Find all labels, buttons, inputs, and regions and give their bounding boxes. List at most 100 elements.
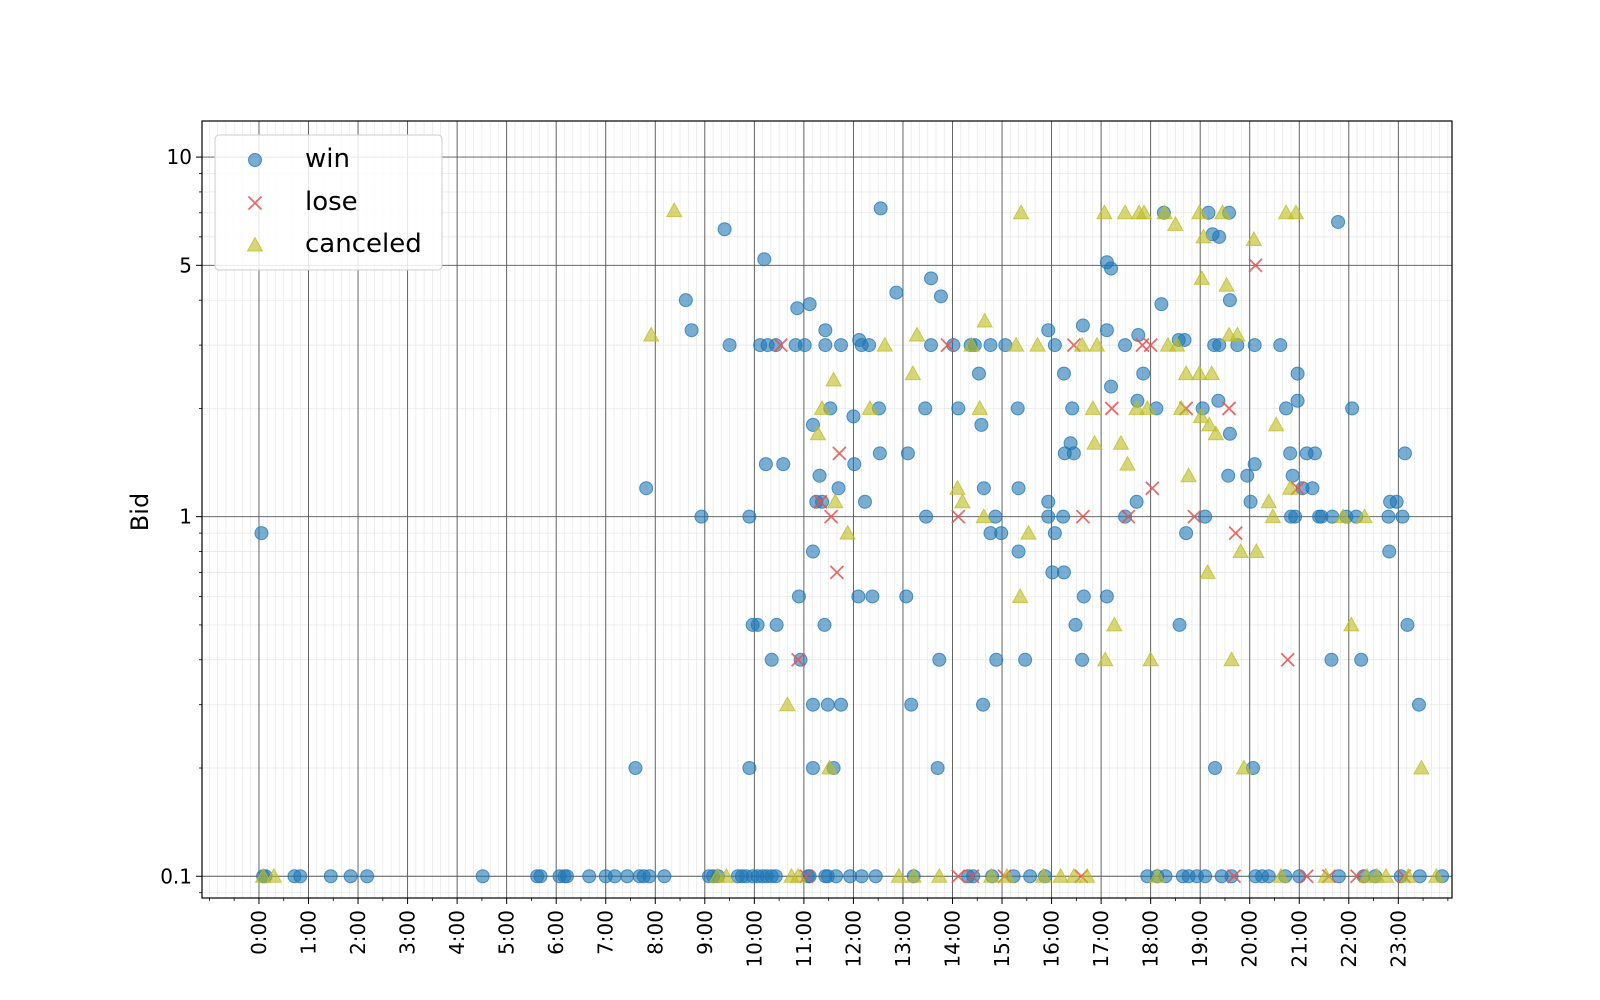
point-canceled: [1065, 867, 1083, 883]
point-lose: [813, 494, 828, 509]
point-win: [976, 481, 991, 496]
point-win: [293, 869, 308, 884]
point-win: [1118, 509, 1133, 524]
point-canceled: [905, 867, 923, 883]
point-canceled: [861, 399, 879, 415]
point-canceled: [1214, 204, 1231, 220]
point-win: [1292, 869, 1307, 884]
point-win: [1354, 652, 1369, 667]
point-win: [1011, 481, 1026, 496]
point-canceled: [1232, 542, 1249, 559]
point-win: [994, 526, 1009, 541]
point-canceled: [982, 867, 1000, 883]
point-canceled: [1334, 508, 1352, 524]
point-win: [1131, 328, 1146, 343]
legend-box: [214, 134, 443, 271]
x-tick-label: 9:00: [693, 910, 717, 955]
point-win: [971, 366, 986, 381]
point-canceled: [1007, 336, 1025, 352]
point-canceled: [665, 202, 683, 218]
point-canceled: [963, 336, 980, 352]
point-win: [862, 338, 877, 353]
point-win: [1099, 323, 1114, 338]
point-win: [868, 869, 883, 884]
point-lose: [951, 869, 966, 884]
point-canceled: [954, 493, 971, 509]
point-win: [769, 617, 784, 632]
point-canceled: [1317, 867, 1335, 883]
point-lose: [773, 337, 788, 353]
point-canceled: [1096, 651, 1114, 667]
point-canceled: [1427, 867, 1445, 883]
series-win: [254, 201, 1450, 884]
point-canceled: [1203, 365, 1221, 381]
point-win: [254, 526, 269, 541]
point-canceled: [1156, 204, 1174, 220]
point-win: [1247, 338, 1262, 353]
y-tick-label: 5: [179, 253, 192, 277]
point-canceled: [825, 371, 842, 387]
point-win: [1018, 652, 1033, 667]
point-win: [758, 457, 773, 472]
point-win: [818, 323, 833, 338]
point-canceled: [1052, 867, 1069, 883]
point-canceled: [779, 696, 796, 712]
point-canceled: [1012, 204, 1030, 220]
point-lose: [829, 565, 845, 580]
point-win: [1400, 617, 1415, 632]
point-canceled: [1029, 336, 1046, 352]
point-win: [1041, 509, 1056, 524]
point-win: [620, 869, 635, 884]
point-win: [1172, 617, 1187, 632]
x-tick-label: 15:00: [990, 910, 1014, 968]
x-tick-label: 18:00: [1139, 910, 1163, 968]
point-lose: [1248, 258, 1263, 273]
point-canceled: [1228, 326, 1246, 342]
point-lose: [940, 337, 955, 353]
point-win: [1211, 393, 1226, 408]
point-lose: [823, 509, 839, 524]
point-win: [1075, 318, 1090, 333]
x-tick-label: 7:00: [594, 910, 618, 955]
plot-frame: [201, 120, 1453, 899]
point-canceled: [1260, 493, 1278, 509]
point-win: [1279, 401, 1294, 416]
point-win: [919, 509, 934, 524]
point-win: [1222, 293, 1237, 308]
legend-label-canceled: canceled: [305, 229, 422, 259]
point-win: [873, 201, 888, 216]
point-canceled: [976, 312, 994, 328]
point-canceled: [1148, 867, 1166, 883]
point-lose: [1121, 509, 1136, 524]
point-win: [1045, 565, 1060, 580]
point-win: [1198, 869, 1213, 884]
point-canceled: [1128, 399, 1145, 415]
point-win: [790, 301, 805, 316]
point-win: [791, 589, 806, 604]
x-tick-label: 11:00: [792, 910, 816, 968]
point-win: [932, 652, 947, 667]
point-win: [865, 589, 880, 604]
point-win: [1331, 869, 1346, 884]
point-win: [657, 869, 672, 884]
point-win: [607, 869, 622, 884]
x-tick-label: 0:00: [247, 910, 271, 955]
point-canceled: [265, 867, 283, 883]
point-canceled: [975, 508, 993, 524]
point-win: [930, 761, 945, 776]
point-win: [1222, 426, 1237, 441]
x-tick-label: 14:00: [940, 910, 964, 968]
point-win: [899, 589, 914, 604]
x-tick-label: 6:00: [544, 910, 568, 955]
point-win: [793, 652, 808, 667]
point-canceled: [789, 867, 807, 883]
point-canceled: [642, 326, 660, 342]
point-lose: [1228, 525, 1243, 541]
point-win: [1305, 481, 1320, 496]
point-win: [847, 457, 862, 472]
point-canceled: [1084, 399, 1102, 415]
point-win: [475, 869, 490, 884]
point-lose: [1075, 509, 1091, 524]
point-canceled: [1356, 508, 1373, 524]
